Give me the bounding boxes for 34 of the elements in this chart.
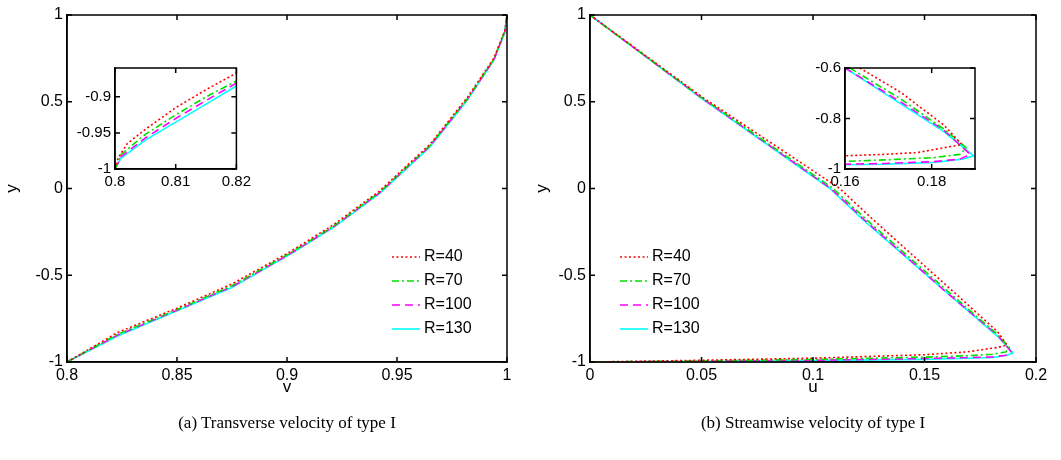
- legend-label: R=40: [652, 247, 691, 265]
- line-series: [67, 15, 507, 362]
- y-tick-label: 1: [54, 5, 64, 23]
- y-axis-title: y: [1, 183, 21, 193]
- text: (b) Streamwise velocity of type I: [700, 413, 926, 433]
- x-tick-label: 0.81: [161, 172, 191, 190]
- x-tick-label: 0.8: [55, 366, 79, 384]
- x-tick-label: 0.15: [908, 366, 941, 384]
- y-tick-label: -0.6: [815, 58, 841, 76]
- y-tick-label: -0.5: [35, 265, 64, 283]
- x-tick-label: 0.05: [685, 366, 718, 384]
- legend-label: R=70: [652, 271, 691, 289]
- x-tick-label: 1: [502, 366, 512, 384]
- y-axis-title: y: [531, 183, 551, 193]
- y-tick-label: 0.5: [40, 92, 64, 110]
- legend-label: R=130: [652, 319, 700, 337]
- x-tick-label: 0.95: [381, 366, 413, 384]
- legend-label: R=70: [424, 271, 463, 289]
- y-tick-label: -0.9: [85, 87, 111, 104]
- y-tick-label: -0.95: [76, 123, 111, 141]
- legend-label: R=40: [424, 247, 463, 265]
- y-tick-label: -0.8: [815, 108, 841, 126]
- y-tick-label: -0.5: [558, 265, 587, 283]
- y-tick-label: -1: [571, 352, 587, 370]
- legend-label: R=100: [652, 295, 700, 313]
- x-tick-label: 0.82: [221, 172, 251, 190]
- text: (a) Transverse velocity of type I: [178, 413, 396, 433]
- x-tick-label: 0.2: [1024, 366, 1048, 384]
- x-tick-label: 0.18: [917, 172, 947, 190]
- x-tick-label: 0.85: [161, 366, 193, 384]
- legend-label: R=130: [424, 319, 472, 337]
- y-tick-label: 1: [577, 5, 587, 23]
- legend-label: R=100: [424, 295, 472, 313]
- y-tick-label: 0.5: [563, 92, 587, 110]
